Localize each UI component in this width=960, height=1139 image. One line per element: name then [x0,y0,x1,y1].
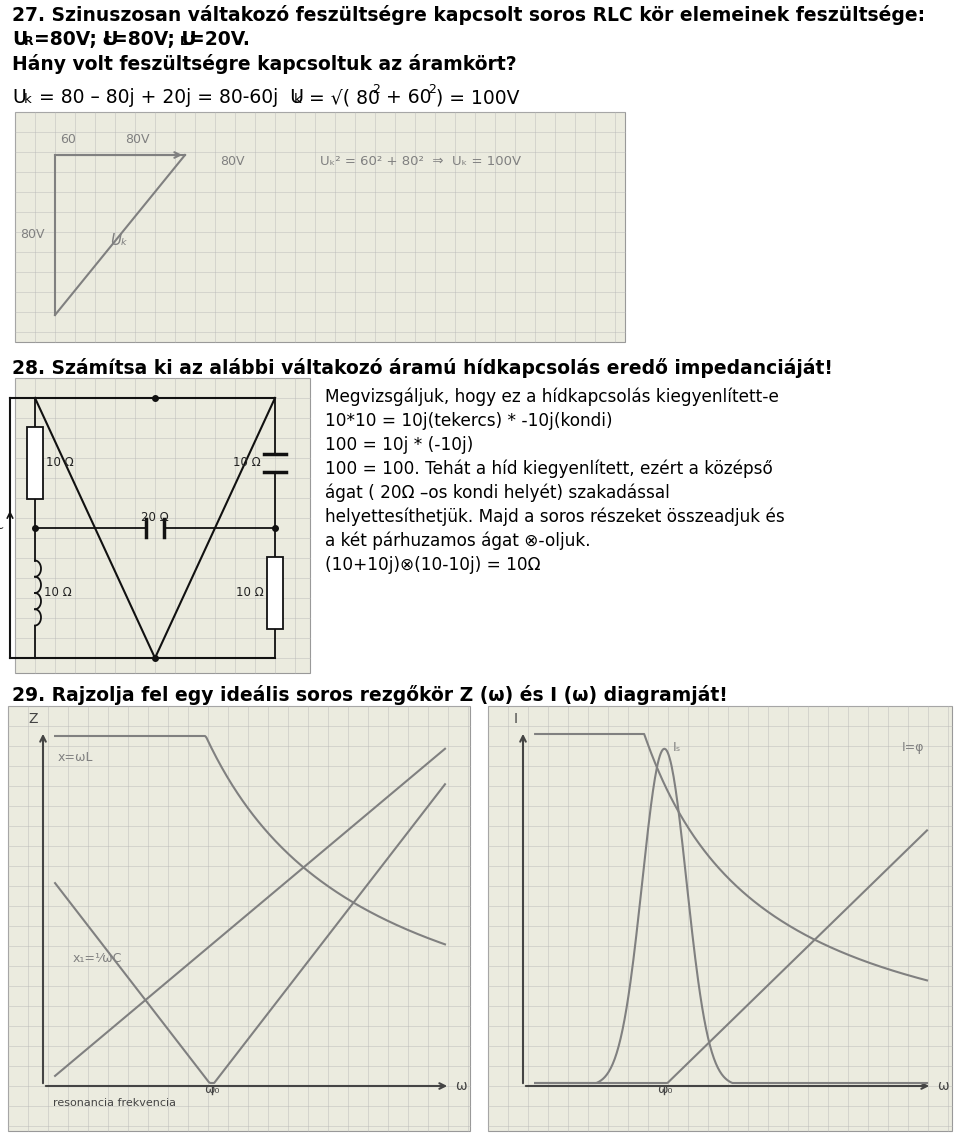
Text: + 60: + 60 [380,88,431,107]
Text: Uₖ: Uₖ [110,233,128,248]
Text: Uₖ ~: Uₖ ~ [0,522,5,534]
Text: =80V; U: =80V; U [34,30,119,49]
Text: 80V: 80V [20,229,44,241]
Text: I=φ: I=φ [902,741,924,754]
Text: 28. Számítsa ki az alábbi váltakozó áramú hídkapcsolás eredő impedanciáját!: 28. Számítsa ki az alábbi váltakozó áram… [12,358,833,378]
Text: 10 Ω: 10 Ω [46,457,74,469]
Text: 10*10 = 10j(tekercs) * -10j(kondi): 10*10 = 10j(tekercs) * -10j(kondi) [325,412,612,431]
Text: a két párhuzamos ágat ⊗-oljuk.: a két párhuzamos ágat ⊗-oljuk. [325,532,590,550]
Text: 60: 60 [60,133,76,146]
Text: ω₀: ω₀ [204,1083,220,1096]
Text: 100 = 10j * (-10j): 100 = 10j * (-10j) [325,436,473,454]
Text: = 80 – 80j + 20j = 80-60j  U: = 80 – 80j + 20j = 80-60j U [33,88,304,107]
Text: x=ωL: x=ωL [58,751,93,764]
Bar [27,427,43,499]
Text: Megvizsgáljuk, hogy ez a hídkapcsolás kiegyenlített-e: Megvizsgáljuk, hogy ez a hídkapcsolás ki… [325,388,779,407]
Text: 100 = 100. Tehát a híd kiegyenlített, ezért a középső: 100 = 100. Tehát a híd kiegyenlített, ez… [325,460,773,478]
Text: 10 Ω: 10 Ω [236,587,264,599]
Text: 20 Ω: 20 Ω [141,511,169,524]
Text: x₁=⅟ωC: x₁=⅟ωC [73,952,122,965]
Text: 10 Ω: 10 Ω [44,587,72,599]
Text: k: k [294,93,301,106]
Text: = √( 80: = √( 80 [303,88,380,107]
Text: helyettesíthetjük. Majd a soros részeket összeadjuk és: helyettesíthetjük. Majd a soros részeket… [325,508,784,526]
Text: R: R [24,35,34,48]
Text: ágat ( 20Ω –os kondi helyét) szakadással: ágat ( 20Ω –os kondi helyét) szakadással [325,484,670,502]
Text: resonancia frekvencia: resonancia frekvencia [53,1098,176,1108]
Bar [15,378,310,673]
Text: ω₀: ω₀ [657,1083,672,1096]
Text: 2: 2 [372,83,380,96]
Text: Iₛ: Iₛ [672,741,681,754]
Text: ω: ω [937,1079,948,1093]
Text: =80V; U: =80V; U [112,30,197,49]
Text: (10+10j)⊗(10-10j) = 10Ω: (10+10j)⊗(10-10j) = 10Ω [325,556,540,574]
Text: 10 Ω: 10 Ω [233,457,261,469]
Text: k: k [24,93,32,106]
Text: Z: Z [29,712,38,726]
Text: C: C [102,35,111,48]
Text: ) = 100V: ) = 100V [436,88,519,107]
Text: I: I [514,712,518,726]
Bar [267,557,283,630]
Bar [8,706,470,1131]
Text: 2: 2 [428,83,436,96]
Text: ω: ω [455,1079,467,1093]
Text: U: U [12,88,26,107]
Text: 27. Szinuszosan váltakozó feszültségre kapcsolt soros RLC kör elemeinek feszülts: 27. Szinuszosan váltakozó feszültségre k… [12,5,925,25]
Text: Uₖ² = 60² + 80²  ⇒  Uₖ = 100V: Uₖ² = 60² + 80² ⇒ Uₖ = 100V [320,155,521,167]
Text: 80V: 80V [125,133,150,146]
Text: 29. Rajzolja fel egy ideális soros rezgőkör Z (ω) és I (ω) diagramját!: 29. Rajzolja fel egy ideális soros rezgő… [12,685,728,705]
Text: L: L [180,35,188,48]
Bar [15,112,625,342]
Text: 80V: 80V [220,155,245,167]
Text: =20V.: =20V. [189,30,250,49]
Text: Hány volt feszültségre kapcsoltuk az áramkört?: Hány volt feszültségre kapcsoltuk az ára… [12,54,516,74]
Text: U: U [12,30,27,49]
Bar [488,706,952,1131]
